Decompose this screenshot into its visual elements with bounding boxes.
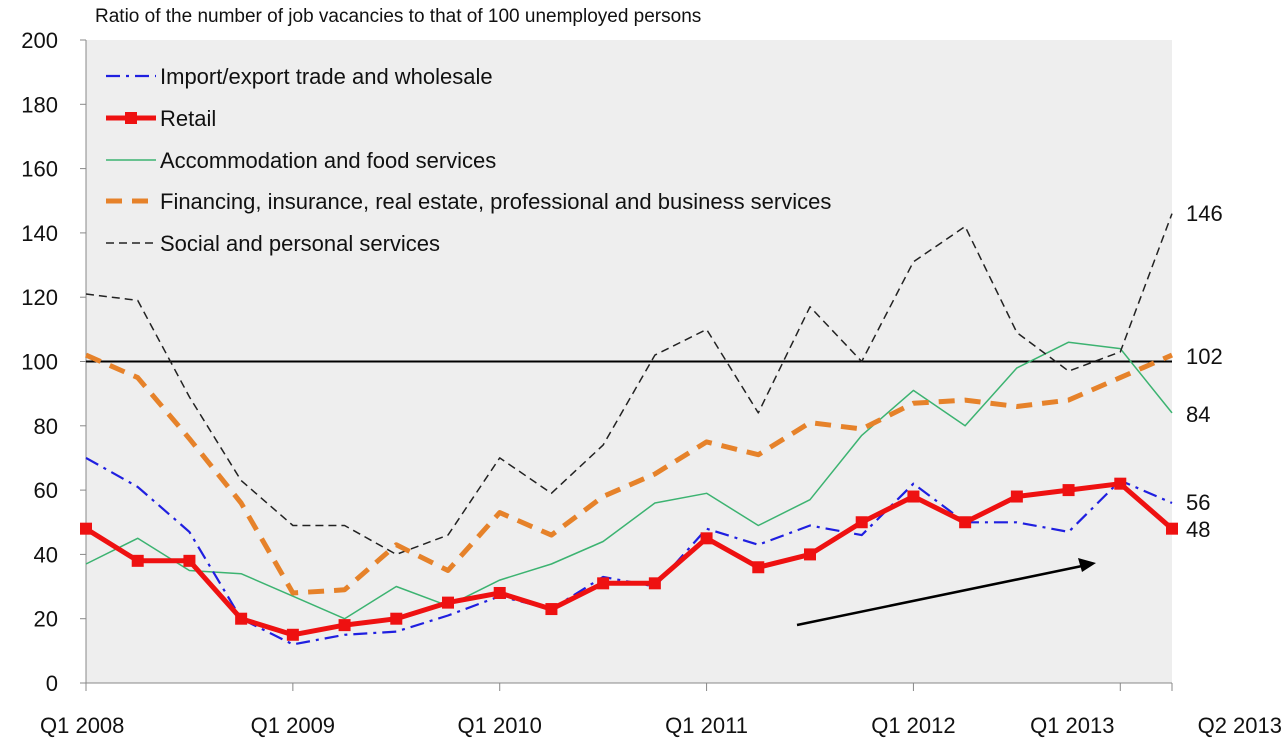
- series-line: [85, 213, 1173, 556]
- y-tick-label: 160: [21, 157, 58, 182]
- series-point: [855, 516, 868, 529]
- series-1: [80, 477, 1178, 641]
- series-point: [80, 522, 92, 535]
- series-line: [85, 341, 1173, 620]
- series-3: [85, 352, 1173, 596]
- legend-label: Financing, insurance, real estate, profe…: [160, 189, 831, 214]
- series-point: [390, 612, 403, 625]
- x-tick-label: Q1 2013: [1030, 713, 1114, 738]
- series-point: [648, 577, 661, 590]
- series-point: [752, 561, 765, 574]
- end-value-label: 84: [1186, 402, 1210, 427]
- end-value-label: 56: [1186, 490, 1210, 515]
- x-axis: Q1 2008 Q1 2009 Q1 2010 Q1 2011 Q1 2012 Q1 20…: [40, 682, 1282, 738]
- x-tick-label: Q1 2009: [251, 713, 335, 738]
- legend-label: Social and personal services: [160, 231, 440, 256]
- series-point: [1062, 484, 1075, 497]
- series-point: [493, 586, 506, 599]
- series-point: [131, 554, 144, 567]
- legend-marker: [125, 112, 137, 124]
- legend-label: Import/export trade and wholesale: [160, 64, 493, 89]
- legend-label: Accommodation and food services: [160, 148, 496, 173]
- series-point: [959, 516, 972, 529]
- series-point: [1114, 477, 1127, 490]
- series-point: [597, 577, 610, 590]
- y-tick-label: 120: [21, 285, 58, 310]
- series-line: [85, 352, 1173, 596]
- series-point: [545, 603, 558, 616]
- series-point: [183, 554, 196, 567]
- y-tick-label: 80: [34, 414, 58, 439]
- series-point: [700, 532, 713, 545]
- y-tick-label: 40: [34, 542, 58, 567]
- x-tick-label: Q1 2008: [40, 713, 124, 738]
- x-tick-label: Q1 2010: [458, 713, 542, 738]
- y-axis-title: Ratio of the number of job vacancies to …: [95, 6, 702, 27]
- series-point: [338, 619, 351, 632]
- x-tick-label: Q1 2012: [871, 713, 955, 738]
- y-tick-label: 60: [34, 478, 58, 503]
- series-point: [907, 490, 920, 503]
- y-tick-label: 200: [21, 28, 58, 53]
- end-value-label: 102: [1186, 344, 1223, 369]
- series-point: [1166, 522, 1178, 535]
- trend-arrow: [796, 558, 1096, 627]
- series-point: [235, 612, 248, 625]
- end-value-label: 146: [1186, 201, 1223, 226]
- legend: Import/export trade and wholesale Retail A…: [106, 64, 831, 256]
- y-tick-label: 20: [34, 607, 58, 632]
- series-point: [286, 628, 299, 641]
- y-tick-label: 180: [21, 92, 58, 117]
- x-tick-label: Q2 2013: [1198, 713, 1282, 738]
- series-point: [442, 596, 454, 609]
- end-value-label: 48: [1186, 517, 1210, 542]
- series-line: [84, 481, 1174, 638]
- y-tick-label: 140: [21, 221, 58, 246]
- x-tick-label: Q1 2011: [665, 713, 748, 738]
- series-layer: [80, 213, 1178, 646]
- series-point: [1010, 490, 1023, 503]
- series-4: [85, 213, 1173, 556]
- y-tick-label: 0: [46, 671, 58, 696]
- series-point: [804, 548, 816, 561]
- y-tick-label: 100: [21, 350, 58, 375]
- y-axis: 0 20 40 60 80 100 120 140 160 180 200: [21, 28, 87, 696]
- legend-label: Retail: [160, 106, 216, 131]
- series-2: [85, 341, 1173, 620]
